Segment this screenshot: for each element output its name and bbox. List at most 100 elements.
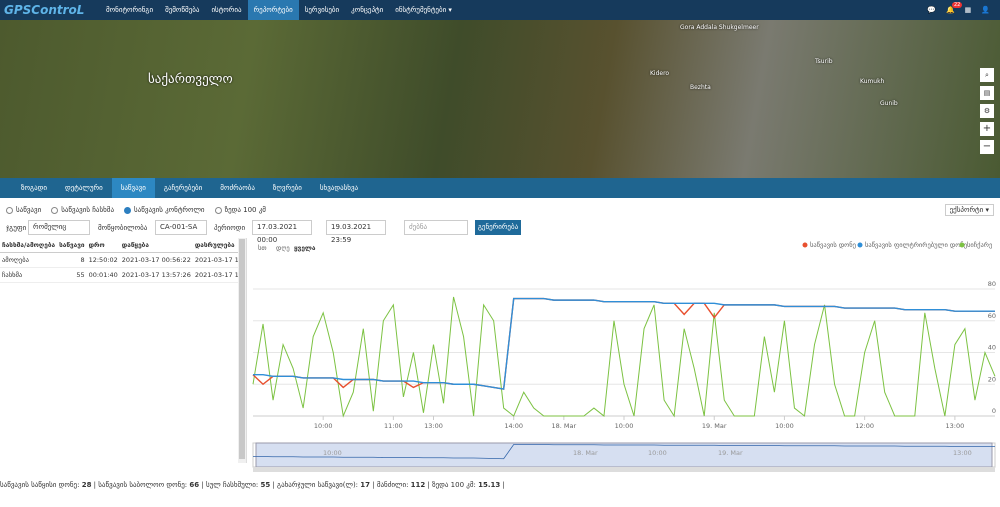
cell: 2021-03-17 13: [192, 252, 245, 268]
user-icon[interactable]: 👤: [981, 6, 990, 14]
radio-option[interactable]: საწვავის კონტროლი: [124, 206, 205, 214]
cell: 12:50:02: [86, 252, 120, 268]
legend-marker: [857, 242, 863, 248]
map-label: Bezhta: [690, 84, 711, 91]
column-header: დასრულება: [192, 238, 245, 253]
tab[interactable]: გაჩერებები: [163, 184, 203, 192]
x-tick-label: 13:00: [424, 422, 443, 430]
x-tick-label: 12:00: [855, 422, 874, 430]
map-label: Gunib: [880, 100, 898, 107]
tab[interactable]: ზოგადი: [21, 184, 47, 192]
column-header: ჩასხმა/ამოღება: [0, 238, 58, 253]
navigator-line: [253, 444, 995, 460]
map-label: Gora Addala Shukgelmeer: [680, 24, 759, 31]
map[interactable]: ⌕ ▤ ⚙ + − საქართველო Gora Addala Shukgelm…: [0, 20, 1000, 178]
radio[interactable]: [214, 206, 222, 214]
label: ჯგუფი: [6, 224, 27, 232]
map-settings[interactable]: ⚙: [980, 104, 994, 118]
radio-option[interactable]: ზედა 100 კმ: [214, 206, 266, 214]
radio-label: საწვავი: [16, 206, 42, 214]
navbar: GPSControL მონიტორინგი შემოწმება ისტორია რე…: [0, 0, 1000, 20]
tab[interactable]: ზღვრები: [272, 184, 302, 192]
menu-item[interactable]: მონიტორინგი: [106, 6, 154, 14]
radio-label: საწვავის კონტროლი: [134, 206, 205, 214]
cell: 2021-03-17 13: [192, 267, 245, 283]
series-line: [252, 296, 996, 418]
legend-label: სიჩქარე: [967, 240, 992, 249]
y-tick-label: 20: [988, 375, 996, 383]
table-row[interactable]: ჩასხმა 55 00:01:40 2021-03-17 13:57:26 2021-…: [0, 267, 245, 283]
menu-item[interactable]: კონცეპტი: [351, 6, 384, 14]
search-input[interactable]: ძებნა: [404, 220, 468, 235]
map-search[interactable]: ⌕: [980, 68, 994, 82]
summary-label: საწვავის საწყისი დონე:: [0, 481, 80, 489]
radio-option[interactable]: საწვავის ჩასხმა: [51, 206, 114, 214]
cell: 8: [57, 252, 87, 268]
menu-item[interactable]: სერვისები: [304, 6, 340, 14]
x-tick-label: 18. Mar: [552, 422, 577, 430]
label: პერიოდი: [214, 224, 246, 232]
device-select[interactable]: CA-001-SA: [155, 220, 207, 235]
summary-label: გახარჯული საწვავი(ლ):: [277, 481, 359, 489]
summary-label: ზედა 100 კმ:: [432, 481, 476, 489]
cell: 2021-03-17 13:57:26: [119, 267, 193, 283]
summary-label: სულ ჩასხმული:: [205, 481, 259, 489]
apps-icon[interactable]: ▦: [964, 6, 972, 14]
map-label: Kumukh: [860, 78, 885, 85]
x-tick-label: 10:00: [314, 422, 333, 430]
map-layers[interactable]: ▤: [980, 86, 994, 100]
nav-icons: 💬 🔔 22 ▦ 👤: [927, 2, 1000, 14]
table-row[interactable]: ამოღება 8 12:50:02 2021-03-17 00:56:22 2021-…: [0, 252, 245, 268]
zoom-in[interactable]: +: [980, 122, 994, 136]
chat-icon[interactable]: 💬: [927, 6, 936, 14]
tab[interactable]: დეტალური: [64, 184, 103, 192]
column-header: დაწყება: [119, 238, 193, 253]
menu-item[interactable]: რეპორტები: [247, 0, 299, 20]
summary-value: 15.13: [478, 481, 501, 489]
map-label: Tsurib: [815, 58, 833, 65]
range-button: სთ: [258, 244, 267, 252]
zoom-out[interactable]: −: [980, 140, 994, 154]
tab[interactable]: საწვავი: [111, 178, 155, 198]
menu-item[interactable]: ისტორია: [211, 6, 242, 14]
scrollbar[interactable]: [238, 238, 246, 463]
map-label: საქართველო: [148, 72, 233, 87]
tab[interactable]: სხვადასხვა: [319, 184, 359, 192]
logo[interactable]: GPSControL: [4, 3, 85, 17]
cell: ამოღება: [0, 252, 58, 268]
label: მოწყობილობა: [98, 224, 148, 232]
events-table: ჩასხმა/ამოღება საწვავი დრო დაწყება დასრულება…: [0, 238, 245, 283]
navigator-label: 10:00: [648, 449, 667, 457]
date-to[interactable]: 19.03.2021 23:59: [326, 220, 386, 244]
navigator-scrollbar: [253, 467, 995, 472]
fuel-events: ჩასხმა/ამოღება საწვავი დრო დაწყება დასრულება…: [0, 238, 247, 463]
menu-item[interactable]: ინსტრუმენტები ▾: [395, 6, 452, 14]
tab[interactable]: მოძრაობა: [220, 184, 255, 192]
x-tick-label: 10:00: [775, 422, 794, 430]
radio-option[interactable]: საწვავი: [6, 206, 41, 214]
column-header: საწვავი: [57, 238, 87, 253]
export-button[interactable]: ექსპორტი ▾: [944, 204, 994, 216]
cell: ჩასხმა: [0, 267, 58, 283]
filters: ჯგუფი რომელიც მოწყობილობა CA-001-SA პერი…: [0, 220, 1000, 244]
group-select[interactable]: რომელიც: [28, 220, 90, 235]
map-controls: ⌕ ▤ ⚙ + −: [980, 68, 994, 154]
generate-button[interactable]: გენერირება: [475, 220, 521, 235]
radio[interactable]: [124, 206, 132, 214]
series-line: [252, 297, 995, 390]
radio[interactable]: [6, 206, 13, 214]
navigator: [252, 442, 996, 468]
cell: 55: [57, 267, 87, 283]
summary-value: 66: [189, 481, 200, 489]
navigator-label: 13:00: [953, 449, 972, 457]
radio-label: ზედა 100 კმ: [224, 206, 266, 214]
tabs: ზოგადი დეტალური საწვავი გაჩერებები მოძრაობა ზ…: [0, 178, 1000, 198]
menu-item[interactable]: შემოწმება: [165, 6, 200, 14]
bell-icon[interactable]: 🔔 22: [945, 2, 963, 14]
radio[interactable]: [51, 206, 59, 214]
date-from[interactable]: 17.03.2021 00:00: [252, 220, 312, 244]
cell: 00:01:40: [86, 267, 120, 283]
radio-label: საწვავის ჩასხმა: [61, 206, 115, 214]
column-header: დრო: [86, 238, 120, 253]
